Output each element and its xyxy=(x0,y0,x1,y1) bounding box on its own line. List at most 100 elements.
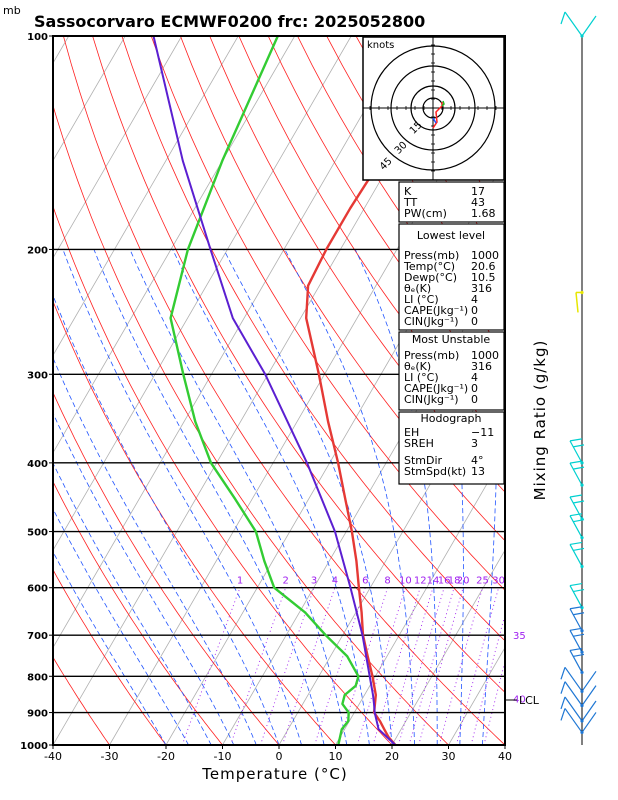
index-label: SREH xyxy=(404,437,434,450)
temperature-tick-label: 10 xyxy=(329,750,343,763)
mixing-ratio-label: 35 xyxy=(513,631,526,642)
wind-barb xyxy=(560,696,597,723)
mixing-ratio-line xyxy=(181,587,241,745)
mixing-ratio-label: 2 xyxy=(283,576,289,587)
index-label: StmDir xyxy=(404,454,443,467)
hodograph-trace xyxy=(432,117,437,124)
pressure-tick-label: 700 xyxy=(27,631,48,642)
hodograph-trace xyxy=(432,102,443,129)
dry-adiabat-line xyxy=(92,36,505,693)
wind-barb xyxy=(575,290,584,313)
isotherm-line xyxy=(53,36,352,551)
mixing-ratio-label: 1 xyxy=(237,576,243,587)
index-value: 1000 xyxy=(471,349,499,362)
dry-adiabat-line xyxy=(53,205,393,745)
index-label: Dewp(°C) xyxy=(404,271,457,284)
dry-adiabat-line xyxy=(561,36,618,745)
dry-adiabat-line xyxy=(53,104,449,745)
pressure-tick-label: 600 xyxy=(27,584,48,595)
dry-adiabat-line xyxy=(180,36,505,542)
mixing-ratio-label: 40 xyxy=(513,695,526,706)
index-label: θₑ(K) xyxy=(404,360,431,373)
wind-barb xyxy=(560,666,597,693)
index-label: CAPE(Jkg⁻¹) xyxy=(404,382,468,395)
temperature-tick-label: 20 xyxy=(385,750,399,763)
mixing-ratio-label: 8 xyxy=(384,576,390,587)
indices-box xyxy=(398,223,505,331)
index-label: LI (°C) xyxy=(404,371,439,384)
temperature-tick-label: -40 xyxy=(44,750,62,763)
mixing-ratio-line xyxy=(418,587,464,745)
wind-barb xyxy=(569,541,585,569)
dry-adiabat-line xyxy=(53,300,336,745)
index-value: 1.68 xyxy=(471,207,496,220)
temperature-tick-label: 0 xyxy=(276,750,283,763)
index-value: −11 xyxy=(471,426,494,439)
temperature-tick-label: 40 xyxy=(498,750,512,763)
dry-adiabat-line xyxy=(53,391,280,745)
index-label: K xyxy=(404,185,412,198)
index-value: 17 xyxy=(471,185,485,198)
index-label: CIN(Jkg⁻¹) xyxy=(404,315,459,328)
wind-barb xyxy=(569,582,585,610)
isotherm-line xyxy=(53,36,183,259)
indices-box xyxy=(398,181,505,223)
mixing-ratio-label: 30 xyxy=(492,576,505,587)
index-value: 316 xyxy=(471,360,492,373)
dry-adiabat-line xyxy=(209,36,505,493)
mixing-ratio-label: 4 xyxy=(332,576,338,587)
hodograph-units: knots xyxy=(367,40,394,51)
mixing-ratio-axis-label: Mixing Ratio (g/kg) xyxy=(531,340,549,501)
index-label: Temp(°C) xyxy=(403,260,455,273)
dry-adiabat-line xyxy=(53,568,167,745)
index-label: PW(cm) xyxy=(404,207,447,220)
mixing-ratio-label: 20 xyxy=(457,576,470,587)
moist-adiabat-line xyxy=(53,462,212,745)
mixing-ratio-line xyxy=(314,587,366,745)
wind-barb xyxy=(569,513,585,540)
index-label: CAPE(Jkg⁻¹) xyxy=(404,304,468,317)
dry-adiabat-line xyxy=(53,480,223,745)
isotherm-line xyxy=(0,36,12,745)
indices-box xyxy=(398,331,505,411)
parcel-path xyxy=(152,36,397,745)
index-value: 0 xyxy=(471,315,478,328)
dry-adiabat-line xyxy=(150,36,505,591)
wind-barb xyxy=(560,11,597,38)
isotherm-line xyxy=(53,36,239,357)
index-label: Press(mb) xyxy=(404,349,459,362)
moist-adiabat-line xyxy=(129,249,348,745)
dewpoint-profile xyxy=(169,36,360,745)
index-value: 4 xyxy=(471,371,478,384)
wind-barb xyxy=(569,606,585,633)
dry-adiabat-line xyxy=(63,36,505,745)
mixing-ratio-line xyxy=(408,587,455,745)
temperature-tick-label: -30 xyxy=(101,750,119,763)
wind-barb xyxy=(560,681,597,708)
index-value: 0 xyxy=(471,382,478,395)
index-label: StmSpd(kt) xyxy=(404,465,466,478)
hodograph-trace xyxy=(441,100,445,107)
mixing-ratio-label: 10 xyxy=(399,576,412,587)
pressure-tick-label: 1000 xyxy=(20,741,48,752)
pressure-unit-label: mb xyxy=(3,4,21,17)
temperature-tick-label: 30 xyxy=(442,750,456,763)
wind-barb xyxy=(569,647,585,675)
temperature-tick-label: -10 xyxy=(214,750,232,763)
index-value: 10.5 xyxy=(471,271,496,284)
x-axis-label: Temperature (°C) xyxy=(201,765,347,783)
pressure-tick-label: 200 xyxy=(27,245,48,256)
index-value: 4 xyxy=(471,293,478,306)
lowest-level-header: Lowest level xyxy=(417,229,485,242)
hodograph-header: Hodograph xyxy=(421,412,482,425)
mixing-ratio-label: 18 xyxy=(448,576,461,587)
mixing-ratio-label: 16 xyxy=(438,576,451,587)
isotherm-line xyxy=(53,36,126,162)
lcl-marker: LCL xyxy=(505,694,540,707)
pressure-tick-label: 400 xyxy=(27,459,48,470)
